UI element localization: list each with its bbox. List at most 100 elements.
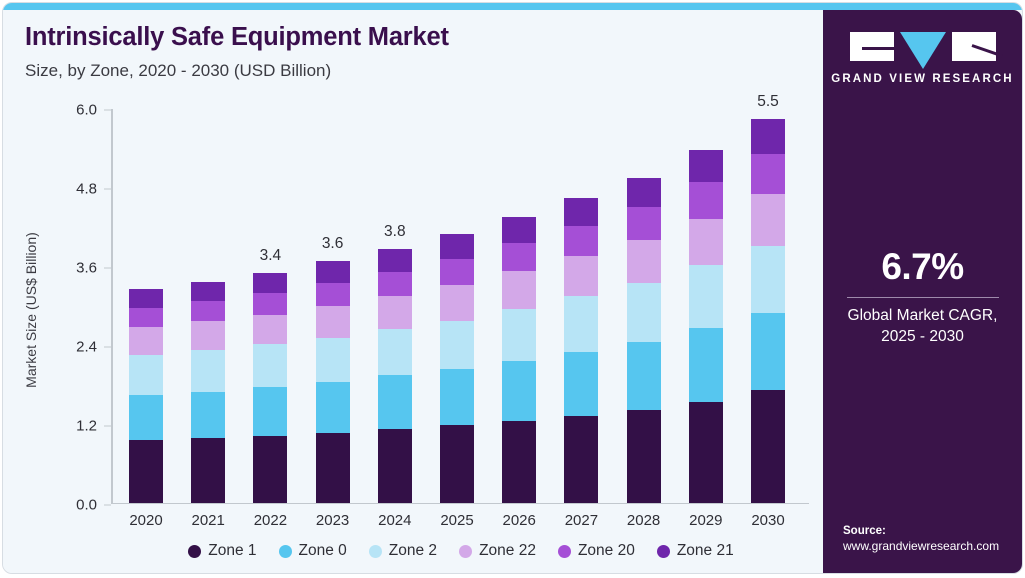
bar-group[interactable]: 3.6 2023 [315,108,350,529]
bar-segment[interactable] [564,256,599,297]
bar-segment[interactable] [688,218,723,265]
bar-segment[interactable] [502,243,537,272]
bar-group[interactable]: 2026 [502,108,537,529]
bar-segment[interactable] [129,395,163,440]
bar-segment[interactable] [688,264,723,328]
bar-segment[interactable] [129,289,163,308]
bar-segment[interactable] [253,344,288,388]
bar-segment[interactable] [751,118,785,155]
bar-segment[interactable] [191,300,226,322]
legend-item[interactable]: Zone 0 [278,542,347,560]
bar-segment[interactable] [688,181,723,219]
top-accent-bar [3,3,1022,10]
bar-segment[interactable] [502,421,537,503]
bar-segment[interactable] [191,321,226,351]
bar-segment[interactable] [191,350,226,392]
bar-segment[interactable] [440,258,474,286]
bar-segment[interactable] [564,225,599,257]
bar-group[interactable]: 2021 [191,108,226,529]
bar-value-label: 3.6 [321,235,344,253]
bar-group[interactable]: 3.4 2022 [253,108,288,529]
bar-group[interactable]: 5.5 2030 [751,93,785,529]
stacked-bar[interactable] [377,248,412,503]
y-axis-tick: 3.6 [76,260,807,277]
bar-segment[interactable] [191,391,226,438]
legend-item[interactable]: Zone 1 [188,542,257,560]
bar-segment[interactable] [626,409,661,503]
bar-segment[interactable] [129,354,163,396]
stacked-bar[interactable] [626,177,661,503]
bar-group[interactable]: 2028 [626,108,661,529]
bar-segment[interactable] [626,342,661,410]
stacked-bar[interactable] [253,272,288,503]
stacked-bar[interactable] [564,198,599,503]
legend-item[interactable]: Zone 21 [656,542,734,560]
bar-segment[interactable] [688,149,723,182]
bar-segment[interactable] [626,283,661,343]
bar-group[interactable]: 3.8 2024 [377,108,412,529]
bar-group[interactable]: 2027 [564,108,599,529]
bar-segment[interactable] [626,207,661,241]
bar-group[interactable]: 2025 [440,108,474,529]
bar-segment[interactable] [377,271,412,297]
bar-segment[interactable] [626,177,661,208]
bar-segment[interactable] [129,327,163,355]
bar-segment[interactable] [315,306,350,338]
bar-segment[interactable] [751,193,785,246]
stacked-bar[interactable] [502,217,537,503]
bar-segment[interactable] [377,329,412,376]
bar-segment[interactable] [688,327,723,402]
bar-segment[interactable] [377,248,412,272]
bar-segment[interactable] [315,381,350,433]
bar-segment[interactable] [502,217,537,243]
stacked-bar[interactable] [751,118,785,503]
legend-item[interactable]: Zone 20 [557,542,635,560]
bar-segment[interactable] [253,293,288,315]
bar-segment[interactable] [564,351,599,417]
cagr-caption: Global Market CAGR, 2025 - 2030 [823,306,1022,348]
bar-segment[interactable] [253,387,288,436]
bar-segment[interactable] [315,337,350,382]
bar-group[interactable]: 2020 [129,108,163,529]
stacked-bar[interactable] [315,261,350,503]
bar-segment[interactable] [129,439,163,503]
bar-segment[interactable] [751,154,785,194]
bar-segment[interactable] [315,283,350,307]
bar-segment[interactable] [377,429,412,503]
bar-segment[interactable] [377,375,412,430]
bar-segment[interactable] [502,308,537,362]
bar-segment[interactable] [191,437,226,503]
bar-segment[interactable] [564,416,599,503]
bar-segment[interactable] [564,198,599,226]
bar-segment[interactable] [253,272,288,294]
bar-segment[interactable] [751,313,785,391]
bar-segment[interactable] [253,314,288,345]
bar-segment[interactable] [440,369,474,426]
bar-segment[interactable] [688,401,723,503]
bar-segment[interactable] [440,285,474,321]
stacked-bar[interactable] [688,149,723,503]
bar-segment[interactable] [626,240,661,284]
legend-item[interactable]: Zone 22 [459,542,536,560]
stacked-bar[interactable] [129,289,163,503]
bar-segment[interactable] [440,320,474,370]
bar-segment[interactable] [440,234,474,259]
bar-segment[interactable] [191,281,226,301]
stacked-bar[interactable] [191,281,226,503]
bar-group[interactable]: 2029 [688,108,723,529]
bar-segment[interactable] [377,296,412,330]
bar-segment[interactable] [564,296,599,352]
bar-segment[interactable] [502,361,537,422]
bar-segment[interactable] [315,432,350,503]
bar-segment[interactable] [129,307,163,328]
bar-segment[interactable] [253,435,288,503]
bar-segment[interactable] [502,271,537,309]
bar-segment[interactable] [315,261,350,284]
bar-segment[interactable] [751,245,785,314]
bar-segment[interactable] [751,390,785,503]
stacked-bar[interactable] [440,234,474,503]
cagr-block: 6.7% Global Market CAGR, 2025 - 2030 [823,246,1022,348]
cagr-caption-line-1: Global Market CAGR, [847,307,998,324]
bar-segment[interactable] [440,425,474,503]
legend-item[interactable]: Zone 2 [368,542,437,560]
